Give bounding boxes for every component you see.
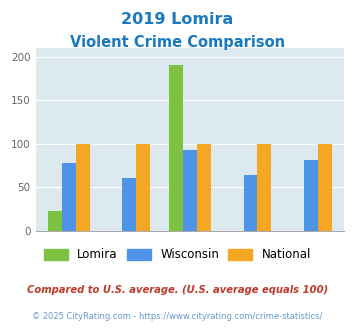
Bar (244, 175, 257, 231)
Bar (197, 144, 211, 231)
Text: Violent Crime Comparison: Violent Crime Comparison (70, 35, 285, 50)
Bar (48, 211, 62, 231)
Bar (122, 178, 136, 231)
Text: 2019 Lomira: 2019 Lomira (121, 12, 234, 26)
Bar (76, 144, 90, 231)
Text: © 2025 CityRating.com - https://www.cityrating.com/crime-statistics/: © 2025 CityRating.com - https://www.city… (32, 312, 323, 321)
Bar (62, 163, 76, 231)
Bar (304, 160, 318, 231)
Bar (183, 150, 197, 231)
Legend: Lomira, Wisconsin, National: Lomira, Wisconsin, National (44, 248, 311, 261)
Bar (318, 144, 332, 231)
Text: Compared to U.S. average. (U.S. average equals 100): Compared to U.S. average. (U.S. average … (27, 285, 328, 295)
Bar (136, 144, 150, 231)
Bar (169, 65, 183, 231)
Bar (257, 144, 271, 231)
